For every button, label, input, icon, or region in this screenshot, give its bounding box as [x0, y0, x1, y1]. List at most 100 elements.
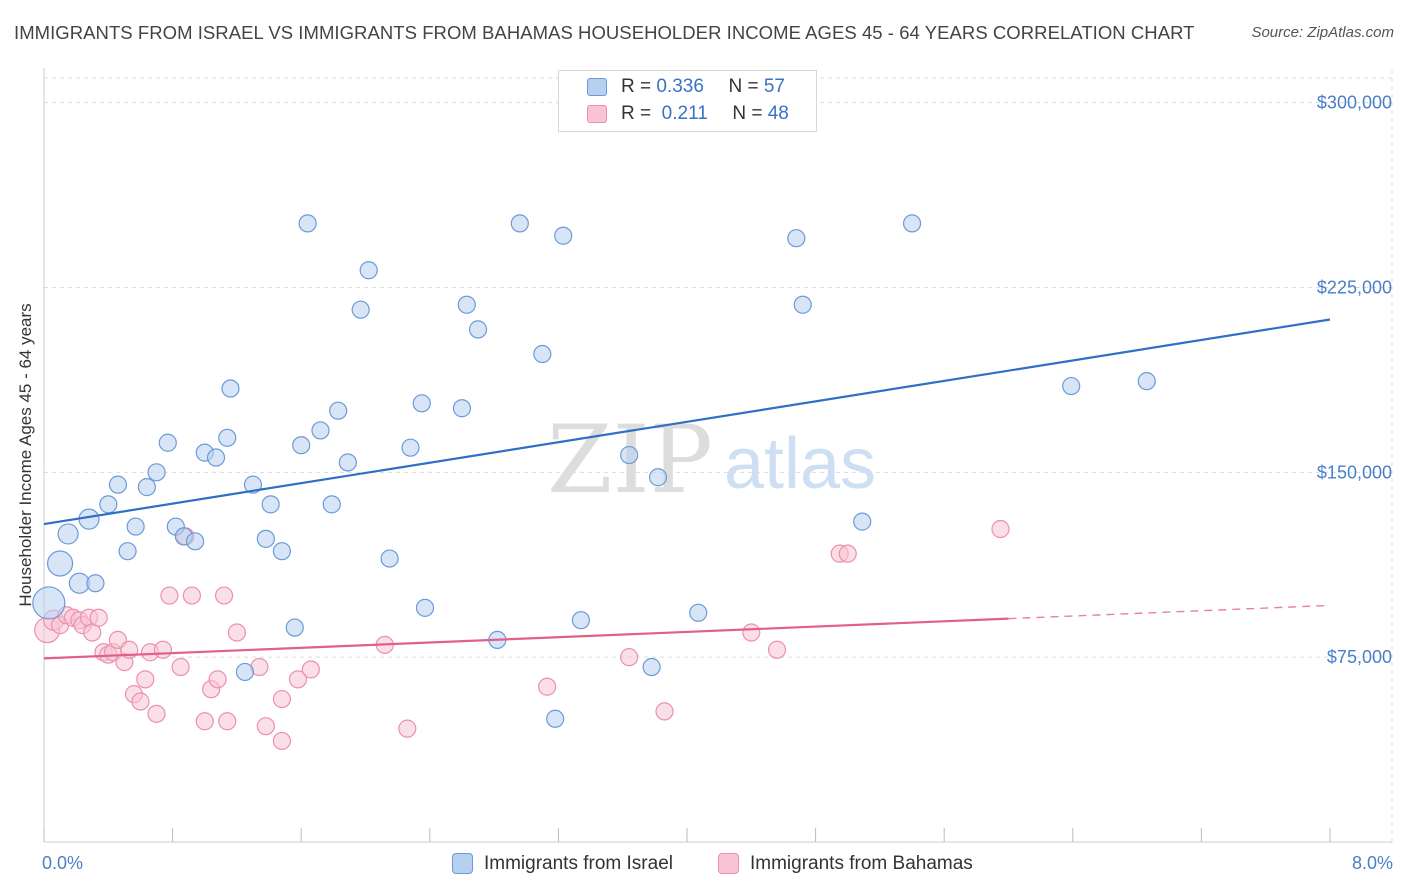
- israel-point: [1062, 376, 1081, 396]
- israel-point: [118, 542, 137, 561]
- x-tick-labels: 0.0% 8.0%: [42, 853, 1393, 873]
- israel-point: [256, 529, 275, 548]
- israel-point: [46, 550, 74, 577]
- israel-point: [642, 657, 661, 677]
- israel-point: [243, 475, 263, 494]
- bahamas-point: [256, 717, 275, 736]
- series-legend: Immigrants from Israel Immigrants from B…: [0, 852, 1406, 878]
- bahamas-point: [131, 692, 150, 711]
- israel-point: [311, 421, 330, 440]
- bahamas-point: [301, 660, 320, 679]
- bahamas-point: [991, 519, 1010, 539]
- bahamas-swatch: [587, 105, 607, 123]
- israel-point: [468, 320, 488, 339]
- bahamas-point: [136, 670, 155, 689]
- n-value: 57: [763, 76, 785, 97]
- bahamas-point: [195, 712, 214, 731]
- israel-point: [329, 401, 348, 420]
- israel-point: [298, 214, 317, 233]
- israel-swatch: [587, 78, 607, 96]
- israel-point: [338, 453, 357, 472]
- israel-point: [57, 523, 79, 545]
- bahamas-point: [398, 719, 417, 738]
- y-tick-label: $225,000: [1317, 277, 1392, 297]
- israel-point: [571, 611, 591, 630]
- israel-point: [86, 574, 105, 593]
- israel-point: [689, 603, 708, 622]
- series-bahamas: [34, 519, 1010, 751]
- r-label: R =: [621, 76, 657, 97]
- israel-point: [218, 428, 237, 447]
- israel-point: [261, 495, 280, 514]
- bahamas-point: [767, 640, 787, 659]
- bahamas-point: [272, 731, 292, 751]
- israel-point: [1137, 372, 1156, 391]
- n-label: N =: [728, 76, 764, 97]
- bahamas-point: [288, 670, 308, 689]
- israel-point: [126, 517, 145, 536]
- trend-line-dashed: [1008, 604, 1331, 620]
- bahamas-point: [89, 608, 108, 627]
- israel-point: [510, 214, 529, 233]
- bahamas-point: [742, 623, 761, 642]
- israel-point: [78, 508, 100, 530]
- israel-point: [137, 478, 156, 497]
- bahamas-point: [153, 640, 173, 659]
- bahamas-point: [218, 712, 237, 731]
- israel-point: [793, 295, 812, 314]
- israel-point: [902, 214, 922, 233]
- bahamas-point: [655, 702, 674, 721]
- israel-point: [285, 618, 304, 637]
- bahamas-point: [538, 677, 557, 696]
- israel-point: [292, 436, 311, 455]
- y-tick-label: $75,000: [1327, 647, 1392, 667]
- israel-point: [158, 433, 177, 452]
- x-tick-label: 8.0%: [1352, 853, 1393, 873]
- israel-point: [648, 468, 668, 487]
- israel-point: [620, 445, 639, 465]
- bahamas-point: [838, 544, 857, 563]
- israel-point: [206, 448, 226, 467]
- israel-point: [546, 709, 565, 728]
- series-israel: [32, 214, 1156, 728]
- israel-point: [359, 261, 378, 280]
- israel-point: [457, 295, 476, 314]
- israel-point: [147, 463, 166, 482]
- bahamas-point: [147, 704, 166, 723]
- y-axis-label: Householder Income Ages 45 - 64 years: [16, 303, 35, 606]
- y-tick-label: $150,000: [1317, 462, 1392, 482]
- israel-point: [533, 344, 552, 364]
- bahamas-point: [214, 586, 234, 605]
- n-label: N =: [732, 103, 768, 124]
- source-credit: Source: ZipAtlas.com: [1251, 24, 1394, 41]
- trend-lines: [43, 318, 1331, 660]
- x-tick-label: 0.0%: [42, 853, 83, 873]
- israel-point: [108, 475, 128, 494]
- israel-point: [554, 226, 573, 245]
- israel-point: [235, 662, 255, 682]
- israel-point: [272, 542, 292, 561]
- stats-legend: R = 0.336 N = 57 R = 0.211 N = 48: [558, 70, 817, 132]
- israel-point: [221, 379, 240, 398]
- israel-point: [99, 495, 118, 514]
- bahamas-point: [227, 623, 246, 642]
- bahamas-point: [160, 586, 179, 605]
- israel-point: [452, 399, 472, 418]
- israel-swatch: [452, 853, 473, 874]
- israel-point: [351, 300, 370, 319]
- israel-point: [380, 549, 399, 568]
- y-tick-label: $300,000: [1317, 93, 1392, 113]
- bahamas-point: [171, 657, 190, 677]
- israel-point: [186, 532, 205, 551]
- chart-title: IMMIGRANTS FROM ISRAEL VS IMMIGRANTS FRO…: [14, 22, 1195, 43]
- bahamas-point: [208, 670, 227, 689]
- r-value: 0.336: [656, 76, 704, 97]
- gridlines: [44, 70, 1393, 842]
- trend-line: [43, 318, 1331, 526]
- trend-line-solid: [43, 617, 1009, 660]
- israel-point: [412, 394, 431, 413]
- legend-label: Immigrants from Bahamas: [750, 853, 973, 874]
- legend-label: Immigrants from Israel: [484, 853, 673, 874]
- israel-point: [32, 586, 66, 620]
